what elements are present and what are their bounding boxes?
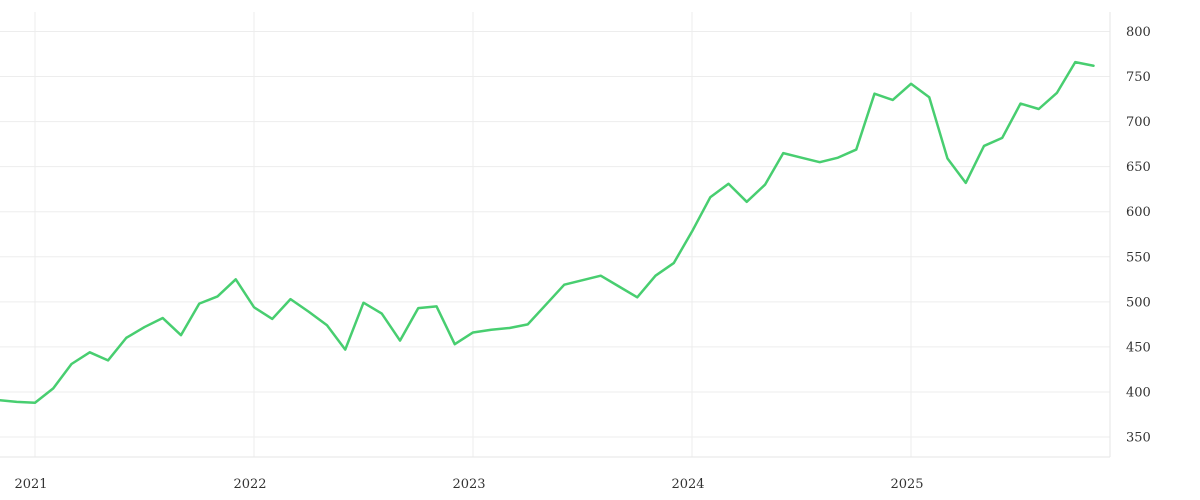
x-tick-label: 2022	[233, 477, 266, 492]
y-tick-label: 350	[1126, 431, 1151, 446]
data-series-line	[0, 60, 1095, 405]
x-tick-label: 2023	[452, 477, 485, 492]
y-tick-label: 600	[1126, 205, 1151, 220]
x-tick-label: 2025	[890, 477, 923, 492]
x-tick-label: 2021	[14, 477, 47, 492]
y-tick-label: 500	[1126, 295, 1151, 310]
y-tick-label: 650	[1126, 160, 1151, 175]
x-tick-label: 2024	[671, 477, 704, 492]
y-tick-label: 700	[1126, 115, 1151, 130]
y-tick-label: 550	[1126, 250, 1151, 265]
y-tick-label: 750	[1126, 70, 1151, 85]
y-tick-label: 800	[1126, 25, 1151, 40]
y-tick-label: 450	[1126, 340, 1151, 355]
y-tick-label: 400	[1126, 385, 1151, 400]
